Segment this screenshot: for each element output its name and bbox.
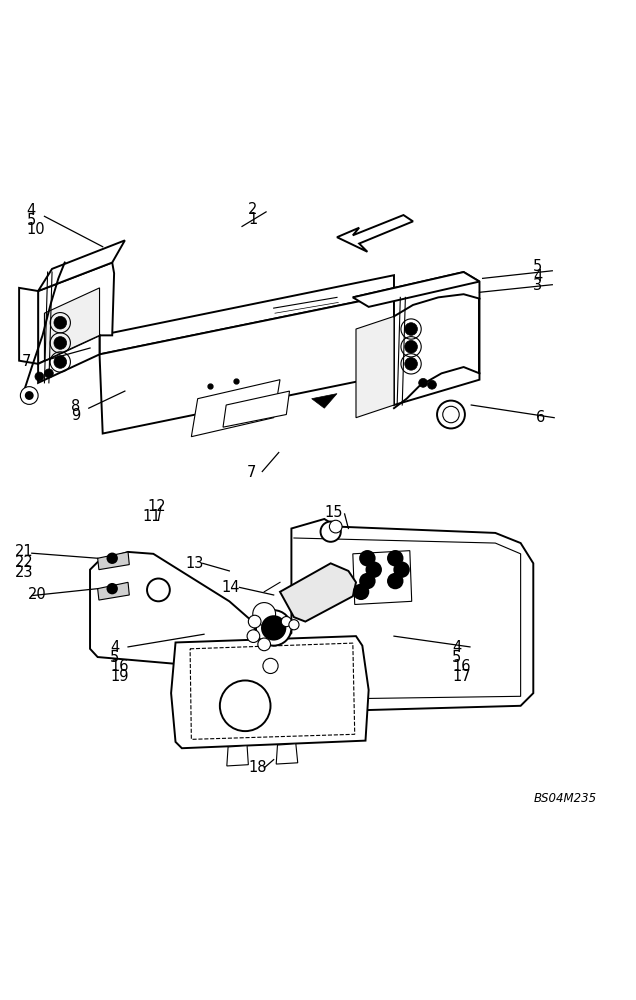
Circle shape xyxy=(404,340,417,353)
Polygon shape xyxy=(38,263,114,364)
Text: 22: 22 xyxy=(15,555,34,570)
Circle shape xyxy=(281,617,291,627)
Text: 21: 21 xyxy=(15,544,34,559)
Circle shape xyxy=(437,401,465,428)
Circle shape xyxy=(20,387,38,404)
Text: 4: 4 xyxy=(27,203,36,218)
Circle shape xyxy=(54,356,67,368)
Text: BS04M235: BS04M235 xyxy=(534,792,597,805)
Text: 13: 13 xyxy=(185,556,204,571)
Text: 11: 11 xyxy=(142,509,161,524)
Polygon shape xyxy=(100,294,397,434)
Circle shape xyxy=(147,579,170,601)
Polygon shape xyxy=(38,335,100,383)
Polygon shape xyxy=(191,380,280,437)
Polygon shape xyxy=(90,552,254,665)
Polygon shape xyxy=(227,746,248,766)
Text: 9: 9 xyxy=(71,408,80,423)
Polygon shape xyxy=(353,551,411,604)
Circle shape xyxy=(359,550,376,566)
Circle shape xyxy=(329,520,342,533)
Polygon shape xyxy=(276,744,298,764)
Circle shape xyxy=(418,378,427,387)
Circle shape xyxy=(387,573,403,589)
Text: 10: 10 xyxy=(27,222,45,237)
Polygon shape xyxy=(38,240,125,291)
Circle shape xyxy=(443,406,459,423)
Circle shape xyxy=(353,584,370,600)
Circle shape xyxy=(54,316,67,329)
Circle shape xyxy=(247,630,259,642)
Text: 5: 5 xyxy=(534,259,543,274)
Polygon shape xyxy=(356,316,394,418)
Polygon shape xyxy=(353,272,480,405)
Circle shape xyxy=(359,573,376,589)
Polygon shape xyxy=(98,552,129,570)
Circle shape xyxy=(289,620,299,630)
Text: 6: 6 xyxy=(536,410,546,425)
Circle shape xyxy=(263,658,278,674)
Circle shape xyxy=(256,610,291,646)
Text: 4: 4 xyxy=(110,640,120,655)
Circle shape xyxy=(106,583,118,594)
Circle shape xyxy=(321,522,341,542)
Polygon shape xyxy=(100,275,394,354)
Circle shape xyxy=(258,638,270,651)
Text: 12: 12 xyxy=(147,499,165,514)
Text: 16: 16 xyxy=(110,659,129,674)
Circle shape xyxy=(387,550,403,566)
Circle shape xyxy=(427,380,436,389)
Circle shape xyxy=(45,369,53,378)
Polygon shape xyxy=(312,394,337,408)
Polygon shape xyxy=(223,391,289,427)
Circle shape xyxy=(35,372,44,381)
Text: 17: 17 xyxy=(452,669,471,684)
Text: 15: 15 xyxy=(324,505,343,520)
Circle shape xyxy=(261,615,286,641)
Polygon shape xyxy=(98,582,129,600)
Text: 2: 2 xyxy=(248,202,258,217)
Text: 19: 19 xyxy=(110,669,129,684)
Circle shape xyxy=(404,358,417,370)
Text: 3: 3 xyxy=(534,278,543,293)
Text: 5: 5 xyxy=(110,650,120,665)
Polygon shape xyxy=(19,288,38,364)
Circle shape xyxy=(248,615,261,628)
Polygon shape xyxy=(353,272,480,307)
Text: 7: 7 xyxy=(22,354,31,369)
Text: 4: 4 xyxy=(534,269,543,284)
Circle shape xyxy=(220,680,270,731)
Circle shape xyxy=(252,603,275,625)
Text: 18: 18 xyxy=(248,760,267,775)
Polygon shape xyxy=(45,288,100,361)
Text: 16: 16 xyxy=(452,659,471,674)
Circle shape xyxy=(366,561,382,578)
Circle shape xyxy=(106,553,118,564)
Polygon shape xyxy=(171,636,369,748)
Text: 8: 8 xyxy=(71,399,80,414)
Text: 20: 20 xyxy=(28,587,46,602)
Circle shape xyxy=(25,391,34,400)
Circle shape xyxy=(404,323,417,335)
Circle shape xyxy=(54,337,67,349)
Text: 4: 4 xyxy=(452,640,462,655)
Text: 5: 5 xyxy=(27,213,36,228)
Polygon shape xyxy=(280,519,534,712)
Text: 5: 5 xyxy=(452,650,462,665)
Text: 1: 1 xyxy=(248,212,258,227)
Text: 14: 14 xyxy=(222,580,240,595)
Text: 23: 23 xyxy=(15,565,34,580)
Circle shape xyxy=(393,561,410,578)
Polygon shape xyxy=(337,215,413,252)
Text: 7: 7 xyxy=(247,465,256,480)
Polygon shape xyxy=(280,563,356,622)
